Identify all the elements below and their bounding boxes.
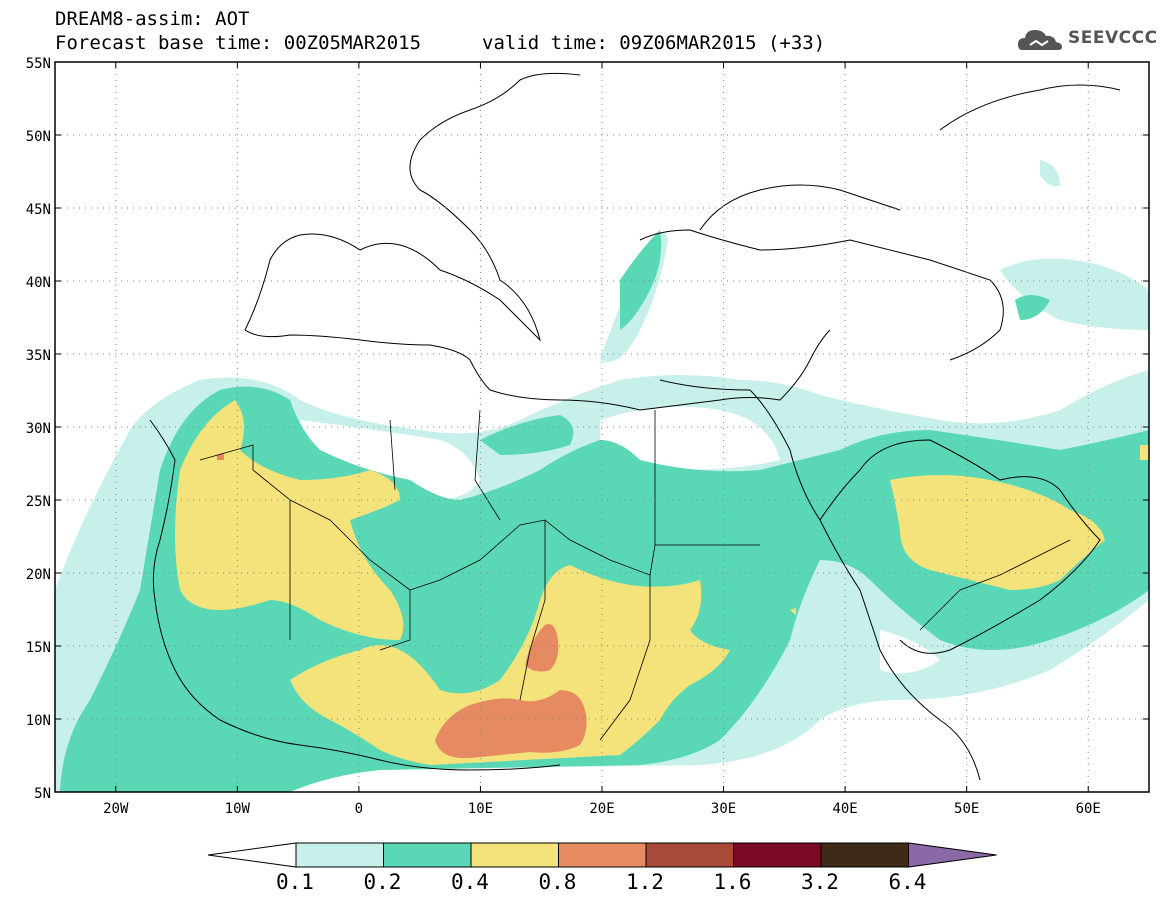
lat-tick-label: 30N bbox=[26, 421, 51, 437]
colorbar-label: 0.1 bbox=[276, 870, 314, 894]
aot-field bbox=[55, 160, 1149, 792]
lon-tick-label: 20E bbox=[589, 801, 614, 817]
colorbar-swatch bbox=[558, 842, 647, 868]
colorbar-swatch bbox=[295, 842, 384, 868]
lat-tick-label: 45N bbox=[26, 202, 51, 218]
lon-tick-label: 20W bbox=[103, 801, 129, 817]
forecast-base-time: Forecast base time: 00Z05MAR2015 bbox=[55, 32, 422, 54]
lat-tick-label: 50N bbox=[26, 129, 51, 145]
lat-tick-label: 35N bbox=[26, 348, 51, 364]
colorbar-label: 1.6 bbox=[713, 870, 752, 894]
colorbar-label: 3.2 bbox=[801, 870, 839, 894]
lon-tick-label: 50E bbox=[954, 801, 979, 817]
lat-tick-label: 55N bbox=[26, 56, 51, 72]
colorbar-label: 1.2 bbox=[626, 870, 664, 894]
colorbar-label: 0.4 bbox=[451, 870, 489, 894]
map-title: DREAM8-assim: AOT bbox=[55, 8, 250, 30]
grid-lines bbox=[55, 62, 1149, 792]
lat-tick-label: 10N bbox=[26, 713, 51, 729]
lon-tick-label: 10E bbox=[468, 801, 493, 817]
lon-tick-label: 0 bbox=[355, 801, 363, 817]
lat-tick-label: 40N bbox=[26, 275, 51, 291]
lat-tick-label: 25N bbox=[26, 494, 51, 510]
lat-axis: 55N 50N 45N 40N 35N 30N 25N 20N 15N 10N 5N bbox=[26, 56, 1149, 802]
colorbar bbox=[207, 842, 997, 868]
colorbar-label: 0.2 bbox=[363, 870, 402, 894]
lon-tick-label: 60E bbox=[1076, 801, 1101, 817]
coastlines bbox=[149, 72, 1121, 781]
lon-tick-label: 10W bbox=[225, 801, 251, 817]
colorbar-swatch bbox=[383, 842, 472, 868]
lon-axis: 20W 10W 0 10E 20E 30E 40E 50E 60E bbox=[103, 62, 1101, 817]
colorbar-high-arrow bbox=[908, 842, 997, 868]
lon-tick-label: 30E bbox=[711, 801, 736, 817]
borders bbox=[199, 409, 1071, 741]
lat-tick-label: 20N bbox=[26, 567, 51, 583]
lon-tick-label: 40E bbox=[832, 801, 857, 817]
colorbar-swatch bbox=[645, 842, 734, 868]
logo-text: SEEVCCC bbox=[1068, 28, 1158, 48]
valid-time: valid time: 09Z06MAR2015 (+33) bbox=[482, 32, 826, 54]
colorbar-swatch bbox=[470, 842, 559, 868]
colorbar-low-arrow bbox=[207, 842, 297, 868]
colorbar-swatch bbox=[733, 842, 822, 868]
colorbar-label: 0.8 bbox=[538, 870, 577, 894]
colorbar-swatch bbox=[820, 842, 909, 868]
colorbar-label: 6.4 bbox=[888, 870, 927, 894]
lat-tick-label: 5N bbox=[34, 786, 51, 802]
lat-tick-label: 15N bbox=[26, 640, 51, 656]
cloud-icon bbox=[1018, 30, 1062, 50]
